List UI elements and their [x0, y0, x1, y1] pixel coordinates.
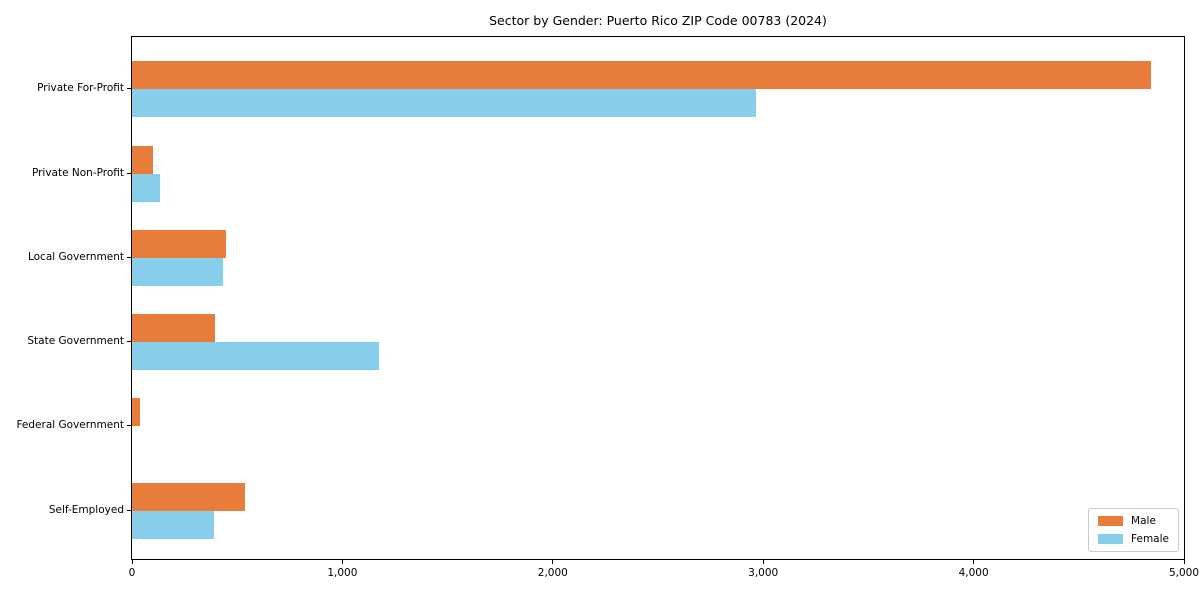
male-bar [132, 145, 153, 174]
male-bar [132, 61, 1152, 90]
chart-title: Sector by Gender: Puerto Rico ZIP Code 0… [489, 13, 827, 28]
male-swatch [1098, 516, 1124, 526]
y-category-label: Federal Government [16, 419, 124, 432]
y-axis-tick [127, 88, 131, 90]
plot-area: Male Female [131, 36, 1185, 560]
x-axis-tick [131, 560, 133, 564]
legend-item-male: Male [1098, 515, 1169, 527]
x-tick-label: 5,000 [1168, 567, 1200, 579]
x-axis-tick [973, 560, 975, 564]
y-axis-tick [127, 509, 131, 511]
x-axis-tick [341, 560, 343, 564]
y-axis-tick [127, 172, 131, 174]
y-category-label: Private For-Profit [37, 82, 124, 95]
y-axis-tick [127, 341, 131, 343]
y-category-label: State Government [27, 335, 124, 348]
y-axis-tick [127, 425, 131, 427]
x-tick-label: 1,000 [327, 567, 358, 579]
male-bar [132, 482, 246, 511]
x-axis-tick [1183, 560, 1185, 564]
y-category-label: Local Government [27, 250, 124, 263]
x-tick-label: 3,000 [748, 567, 779, 579]
x-axis-tick [762, 560, 764, 564]
female-bar [132, 510, 214, 539]
legend: Male Female [1088, 508, 1179, 552]
male-bar [132, 398, 140, 427]
x-tick-label: 2,000 [537, 567, 568, 579]
male-bar [132, 229, 227, 258]
y-category-label: Self-Employed [48, 503, 124, 516]
legend-label: Female [1131, 533, 1169, 545]
y-category-label: Private Non-Profit [31, 166, 124, 179]
y-axis-tick [127, 256, 131, 258]
female-swatch [1098, 534, 1124, 544]
female-bar [132, 173, 161, 202]
male-bar [132, 314, 215, 343]
female-bar [132, 89, 756, 118]
x-tick-label: 4,000 [958, 567, 989, 579]
x-axis-tick [552, 560, 554, 564]
legend-label: Male [1131, 515, 1156, 527]
female-bar [132, 257, 224, 286]
legend-item-female: Female [1098, 533, 1169, 545]
female-bar [132, 342, 379, 371]
x-tick-label: 0 [128, 567, 136, 579]
